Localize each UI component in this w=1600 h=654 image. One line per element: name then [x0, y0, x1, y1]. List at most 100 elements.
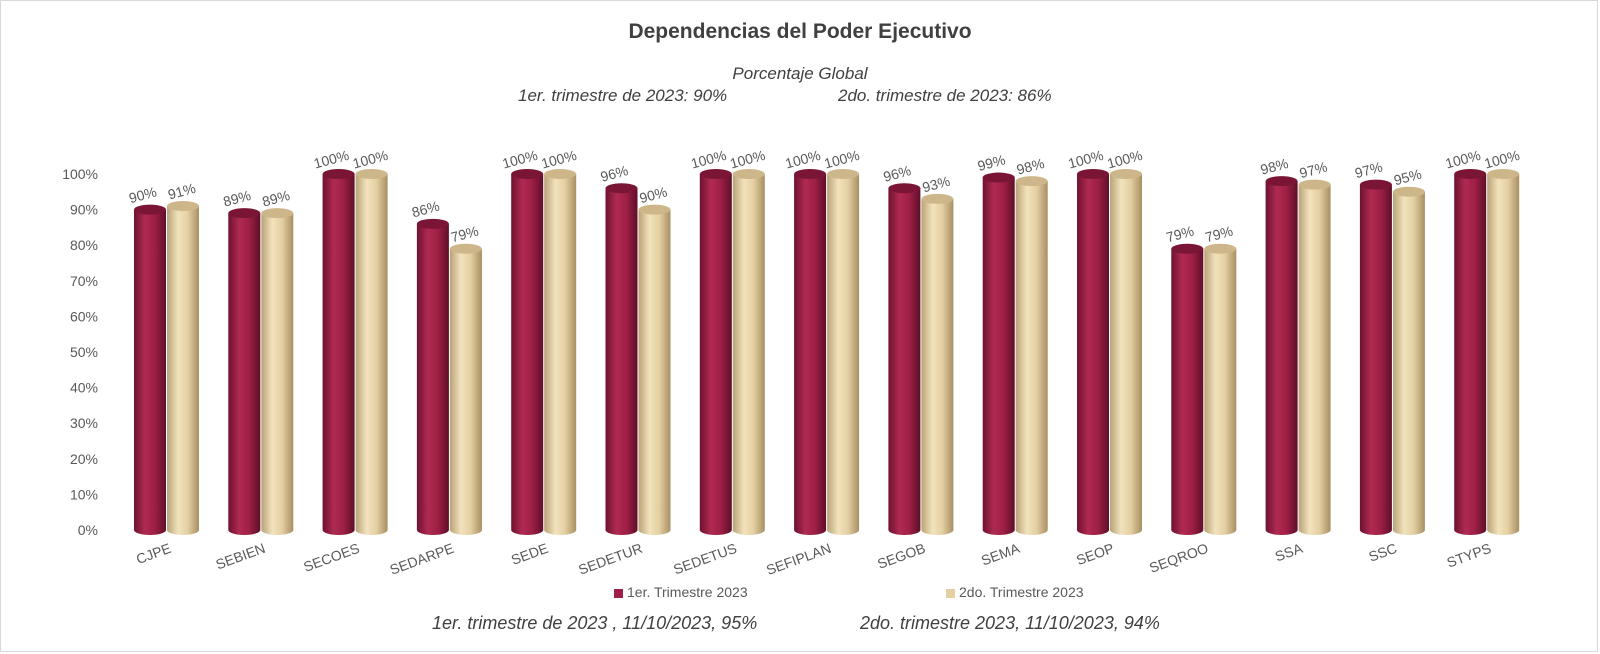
data-label: 96% — [881, 162, 912, 185]
data-label: 96% — [599, 162, 630, 185]
data-label: 100% — [1105, 147, 1144, 172]
data-label: 100% — [501, 147, 540, 172]
bar-segob-s1: 96% — [881, 162, 921, 536]
bar-seqroo-s1: 79% — [1164, 223, 1204, 535]
data-label: 100% — [689, 147, 728, 172]
chart-title: Dependencias del Poder Ejecutivo — [628, 20, 972, 43]
x-tick-label: SEOP — [1074, 540, 1116, 568]
data-label: 100% — [728, 147, 767, 172]
bar-sedarpe-s2: 79% — [449, 223, 482, 535]
bar-sebien-s1: 89% — [221, 187, 261, 535]
legend-item-series1: 1er. Trimestre 2023 — [614, 584, 748, 600]
y-tick-label: 70% — [70, 273, 98, 289]
data-label: 86% — [410, 198, 441, 221]
x-tick-label: SEMA — [979, 540, 1022, 569]
x-tick-label: SEQROO — [1147, 540, 1210, 576]
data-label: 95% — [1392, 166, 1423, 189]
data-label: 100% — [351, 147, 390, 172]
bar-ssa-s2: 97% — [1298, 158, 1331, 535]
x-tick-label: CJPE — [134, 540, 173, 567]
x-tick-label: SSC — [1366, 540, 1399, 565]
bar-ssa-s1: 98% — [1259, 155, 1298, 535]
x-tick-label: SEFIPLAN — [764, 540, 833, 578]
data-label: 100% — [1444, 147, 1483, 172]
y-tick-label: 80% — [70, 237, 98, 253]
data-label: 100% — [822, 147, 861, 172]
bar-sebien-s2: 89% — [260, 187, 294, 535]
y-tick-label: 10% — [70, 486, 98, 502]
data-label: 97% — [1298, 158, 1329, 181]
bar-sedetur-s2: 90% — [638, 183, 671, 535]
bar-seqroo-s2: 79% — [1203, 223, 1237, 535]
x-tick-label: SEDARPE — [388, 540, 456, 578]
subtitle-q2: 2do. trimestre de 2023: 86% — [838, 86, 1052, 105]
y-tick-label: 90% — [70, 202, 98, 218]
x-tick-label: SEDETUR — [576, 540, 644, 578]
bar-seop-s1: 100% — [1066, 147, 1109, 535]
y-tick-label: 60% — [70, 308, 98, 324]
y-tick-label: 30% — [70, 415, 98, 431]
x-tick-label: SECOES — [301, 540, 361, 575]
data-label: 98% — [1015, 155, 1046, 178]
y-tick-label: 0% — [78, 522, 98, 538]
legend-swatch-series2 — [946, 588, 955, 598]
y-tick-label: 50% — [70, 344, 98, 360]
bar-segob-s2: 93% — [920, 173, 954, 536]
bar-sedetur-s1: 96% — [599, 162, 638, 536]
x-tick-label: SEBIEN — [214, 540, 268, 573]
data-label: 97% — [1353, 158, 1384, 181]
bar-sedarpe-s1: 86% — [410, 198, 449, 535]
chart-subtitle: Porcentaje Global — [732, 64, 868, 83]
bar-sefiplan-s2: 100% — [822, 147, 861, 535]
data-label: 90% — [127, 183, 158, 206]
data-label: 100% — [1066, 147, 1105, 172]
x-tick-label: SEDETUS — [671, 540, 739, 578]
y-axis: 0% 10% 20% 30% 40% 50% 60% 70% 80% 90% 100% — [62, 166, 98, 538]
data-label: 79% — [1164, 223, 1195, 246]
bar-styps-s2: 100% — [1483, 147, 1522, 535]
bar-sefiplan-s1: 100% — [783, 147, 827, 535]
data-label: 91% — [166, 180, 197, 203]
legend-label-series1: 1er. Trimestre 2023 — [627, 584, 748, 600]
data-label: 99% — [976, 151, 1007, 174]
data-label: 89% — [221, 187, 252, 210]
data-label: 89% — [260, 187, 291, 210]
x-tick-label: STYPS — [1445, 540, 1494, 571]
x-tick-label: SSA — [1273, 540, 1305, 565]
data-label: 93% — [920, 173, 951, 196]
bar-sema-s1: 99% — [976, 151, 1015, 535]
bar-cjpe-s1: 90% — [127, 183, 166, 535]
bar-seop-s2: 100% — [1105, 147, 1144, 535]
data-label: 79% — [449, 223, 480, 246]
data-label: 90% — [638, 183, 669, 206]
bar-ssc-s2: 95% — [1392, 166, 1425, 536]
y-tick-label: 40% — [70, 380, 98, 396]
legend-item-series2: 2do. Trimestre 2023 — [946, 584, 1084, 600]
x-tick-label: SEDE — [509, 540, 550, 568]
bar-ssc-s1: 97% — [1353, 158, 1392, 535]
bar-cjpe-s2: 91% — [166, 180, 199, 536]
y-tick-label: 20% — [70, 451, 98, 467]
bars-group: 90% 91% 89% 89%100% 100%86%79%100% 100%96%90%… — [127, 147, 1522, 536]
data-label: 100% — [1483, 147, 1522, 172]
data-label: 79% — [1203, 223, 1234, 246]
footer-q1: 1er. trimestre de 2023 , 11/10/2023, 95% — [432, 613, 758, 633]
bar-sema-s2: 98% — [1015, 155, 1048, 535]
legend-label-series2: 2do. Trimestre 2023 — [959, 584, 1084, 600]
bar-secoes-s1: 100% — [312, 147, 355, 535]
data-label: 98% — [1259, 155, 1290, 178]
subtitle-q1: 1er. trimestre de 2023: 90% — [518, 86, 728, 105]
bar-sede-s2: 100% — [540, 147, 579, 535]
bar-sede-s1: 100% — [501, 147, 544, 535]
bar-sedetus-s1: 100% — [689, 147, 732, 535]
x-tick-label: SEGOB — [875, 540, 927, 572]
data-label: 100% — [540, 147, 579, 172]
data-label: 100% — [783, 147, 822, 172]
x-axis: CJPE SEBIEN SECOES SEDARPE SEDE SEDETUR SEDETU… — [134, 540, 1493, 578]
bar-styps-s1: 100% — [1444, 147, 1487, 535]
legend-swatch-series1 — [614, 588, 623, 598]
y-tick-label: 100% — [62, 166, 98, 182]
bar-secoes-s2: 100% — [351, 147, 390, 535]
